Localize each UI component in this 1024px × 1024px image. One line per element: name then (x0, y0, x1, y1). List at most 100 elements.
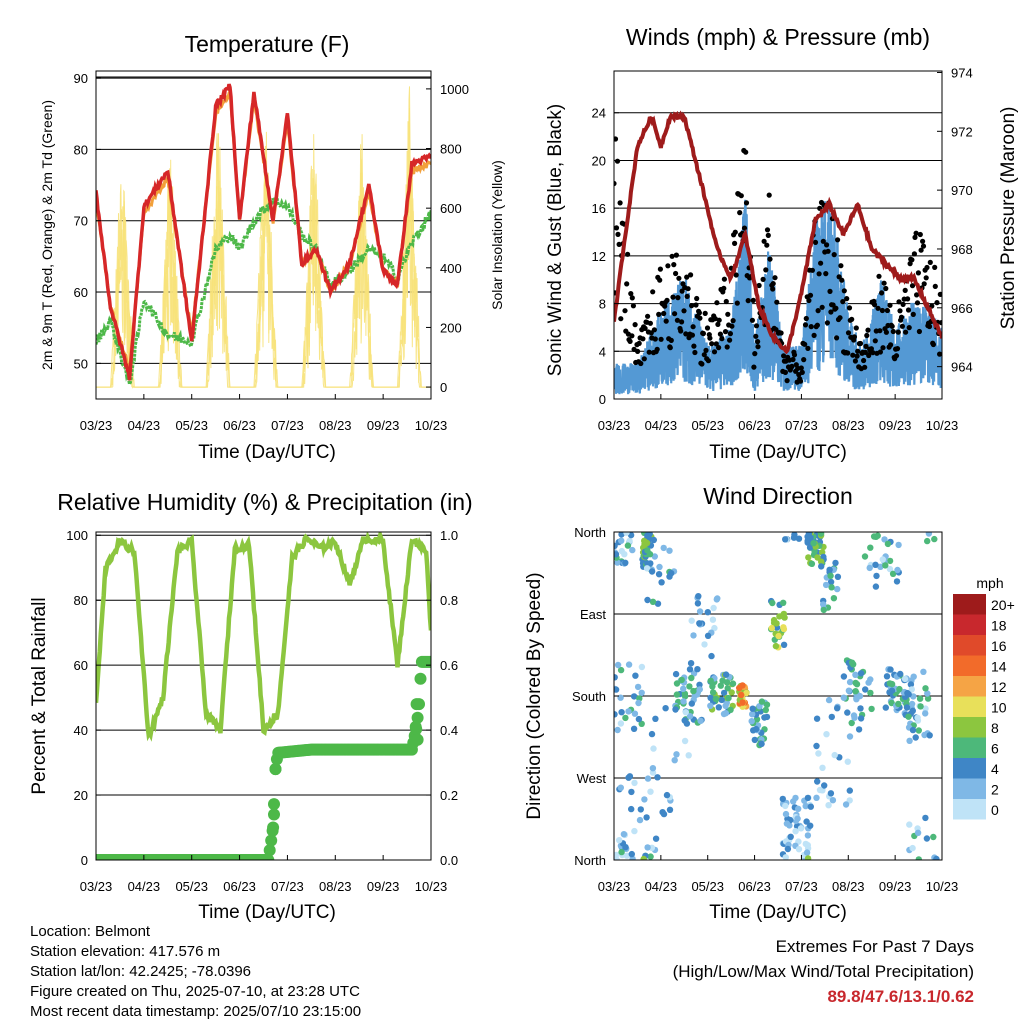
direction-point (752, 725, 760, 733)
direction-point (686, 713, 694, 720)
direction-point (795, 805, 802, 812)
legend-label: 18 (991, 618, 1007, 634)
direction-point (638, 663, 646, 671)
gust-point (667, 345, 673, 351)
temperature-ytick-label: 70 (74, 214, 88, 229)
direction-point (711, 624, 718, 632)
direction-point (813, 742, 820, 750)
gust-point (862, 364, 868, 370)
gust-point (937, 351, 942, 357)
direction-point (882, 562, 889, 569)
direction-point (672, 670, 680, 678)
gust-point (880, 345, 886, 351)
gust-point (905, 296, 911, 302)
direction-point (909, 726, 917, 734)
direction-point (628, 788, 635, 796)
extremes-values: 89.8/47.6/13.1/0.62 (827, 987, 974, 1006)
gust-point (865, 327, 871, 333)
gust-point (722, 329, 729, 335)
gust-point (912, 234, 918, 240)
direction-point (808, 560, 816, 567)
direction-point (625, 661, 633, 668)
winds-xtick-label: 04/23 (645, 418, 678, 433)
gust-point (846, 305, 853, 311)
gust-point (888, 342, 894, 348)
direction-point (893, 578, 901, 585)
direction-point (659, 809, 666, 816)
humidity-ytick-label: 40 (74, 723, 88, 738)
gust-point (812, 239, 819, 245)
gust-point (774, 299, 780, 305)
direction-ytick-label: East (580, 607, 606, 622)
legend-label: 12 (991, 679, 1007, 695)
direction-point (887, 666, 894, 673)
legend-swatch (953, 655, 986, 676)
gust-point (835, 237, 841, 243)
direction-point (867, 544, 874, 551)
direction-point (647, 788, 654, 795)
gust-point (669, 253, 675, 259)
gust-point (755, 344, 761, 350)
gust-point (681, 308, 687, 314)
gust-point (816, 271, 822, 277)
direction-point (846, 678, 854, 686)
direction-ytick-label: West (577, 771, 607, 786)
gust-point (693, 302, 699, 308)
gust-point (863, 343, 869, 349)
temperature-xtick-label: 04/23 (128, 418, 161, 433)
direction-point (623, 852, 631, 859)
gust-point (672, 311, 678, 317)
direction-point (614, 674, 618, 681)
gust-point (790, 356, 796, 363)
direction-point (910, 673, 917, 680)
direction-point (660, 544, 667, 552)
winds-ylabel-right: Station Pressure (Maroon) (998, 107, 1019, 330)
gust-point (825, 248, 831, 254)
gust-point (910, 311, 916, 317)
direction-point (914, 829, 922, 836)
gust-point (770, 286, 776, 292)
direction-point (889, 570, 897, 577)
direction-point (709, 616, 717, 623)
direction-point (882, 704, 889, 711)
temperature-ytick-label: 50 (74, 356, 88, 371)
gust-point (909, 283, 916, 289)
direction-point (644, 844, 651, 851)
direction-point (802, 802, 809, 810)
direction-point (696, 620, 703, 627)
direction-point (630, 725, 638, 732)
gust-point (656, 311, 662, 317)
direction-point (844, 758, 851, 765)
direction-point (629, 546, 636, 554)
direction-point (644, 775, 652, 782)
winds-xtick-label: 07/23 (785, 418, 818, 433)
direction-point (784, 845, 792, 853)
direction-point (794, 815, 801, 822)
direction-point (782, 802, 789, 810)
direction-point (722, 702, 729, 709)
gust-point (729, 323, 735, 329)
gust-point (707, 335, 713, 341)
temperature-ylabel-right: Solar Insolation (Yellow) (489, 160, 505, 310)
temperature-panel: Temperature (F) 90 80 70 60 50 1000 800 600 400 2… (39, 31, 505, 463)
direction-point (930, 833, 937, 841)
gust-point (630, 303, 637, 309)
direction-panel: Wind Direction North West South East North 03… (524, 483, 1015, 923)
direction-point (865, 679, 872, 686)
direction-point (680, 685, 687, 692)
temperature-rtick-label: 1000 (440, 82, 469, 97)
direction-point (715, 704, 722, 711)
gust-point (614, 158, 621, 164)
extremes-title: Extremes For Past 7 Days (775, 937, 974, 956)
winds-rtick-label: 972 (951, 124, 973, 139)
winds-ylabel-left: Sonic Wind & Gust (Blue, Black) (545, 104, 566, 376)
humidity-rtick-label: 0.0 (440, 853, 458, 868)
direction-point (857, 705, 864, 712)
winds-ytick-label: 8 (599, 297, 606, 312)
direction-point (762, 706, 769, 714)
direction-point (625, 708, 632, 715)
gust-point (927, 259, 933, 265)
winds-ytick-label: 12 (592, 249, 606, 264)
extremes-box: Extremes For Past 7 Days (High/Low/Max W… (673, 934, 974, 1009)
humidity-xtick-label: 06/23 (223, 879, 256, 894)
